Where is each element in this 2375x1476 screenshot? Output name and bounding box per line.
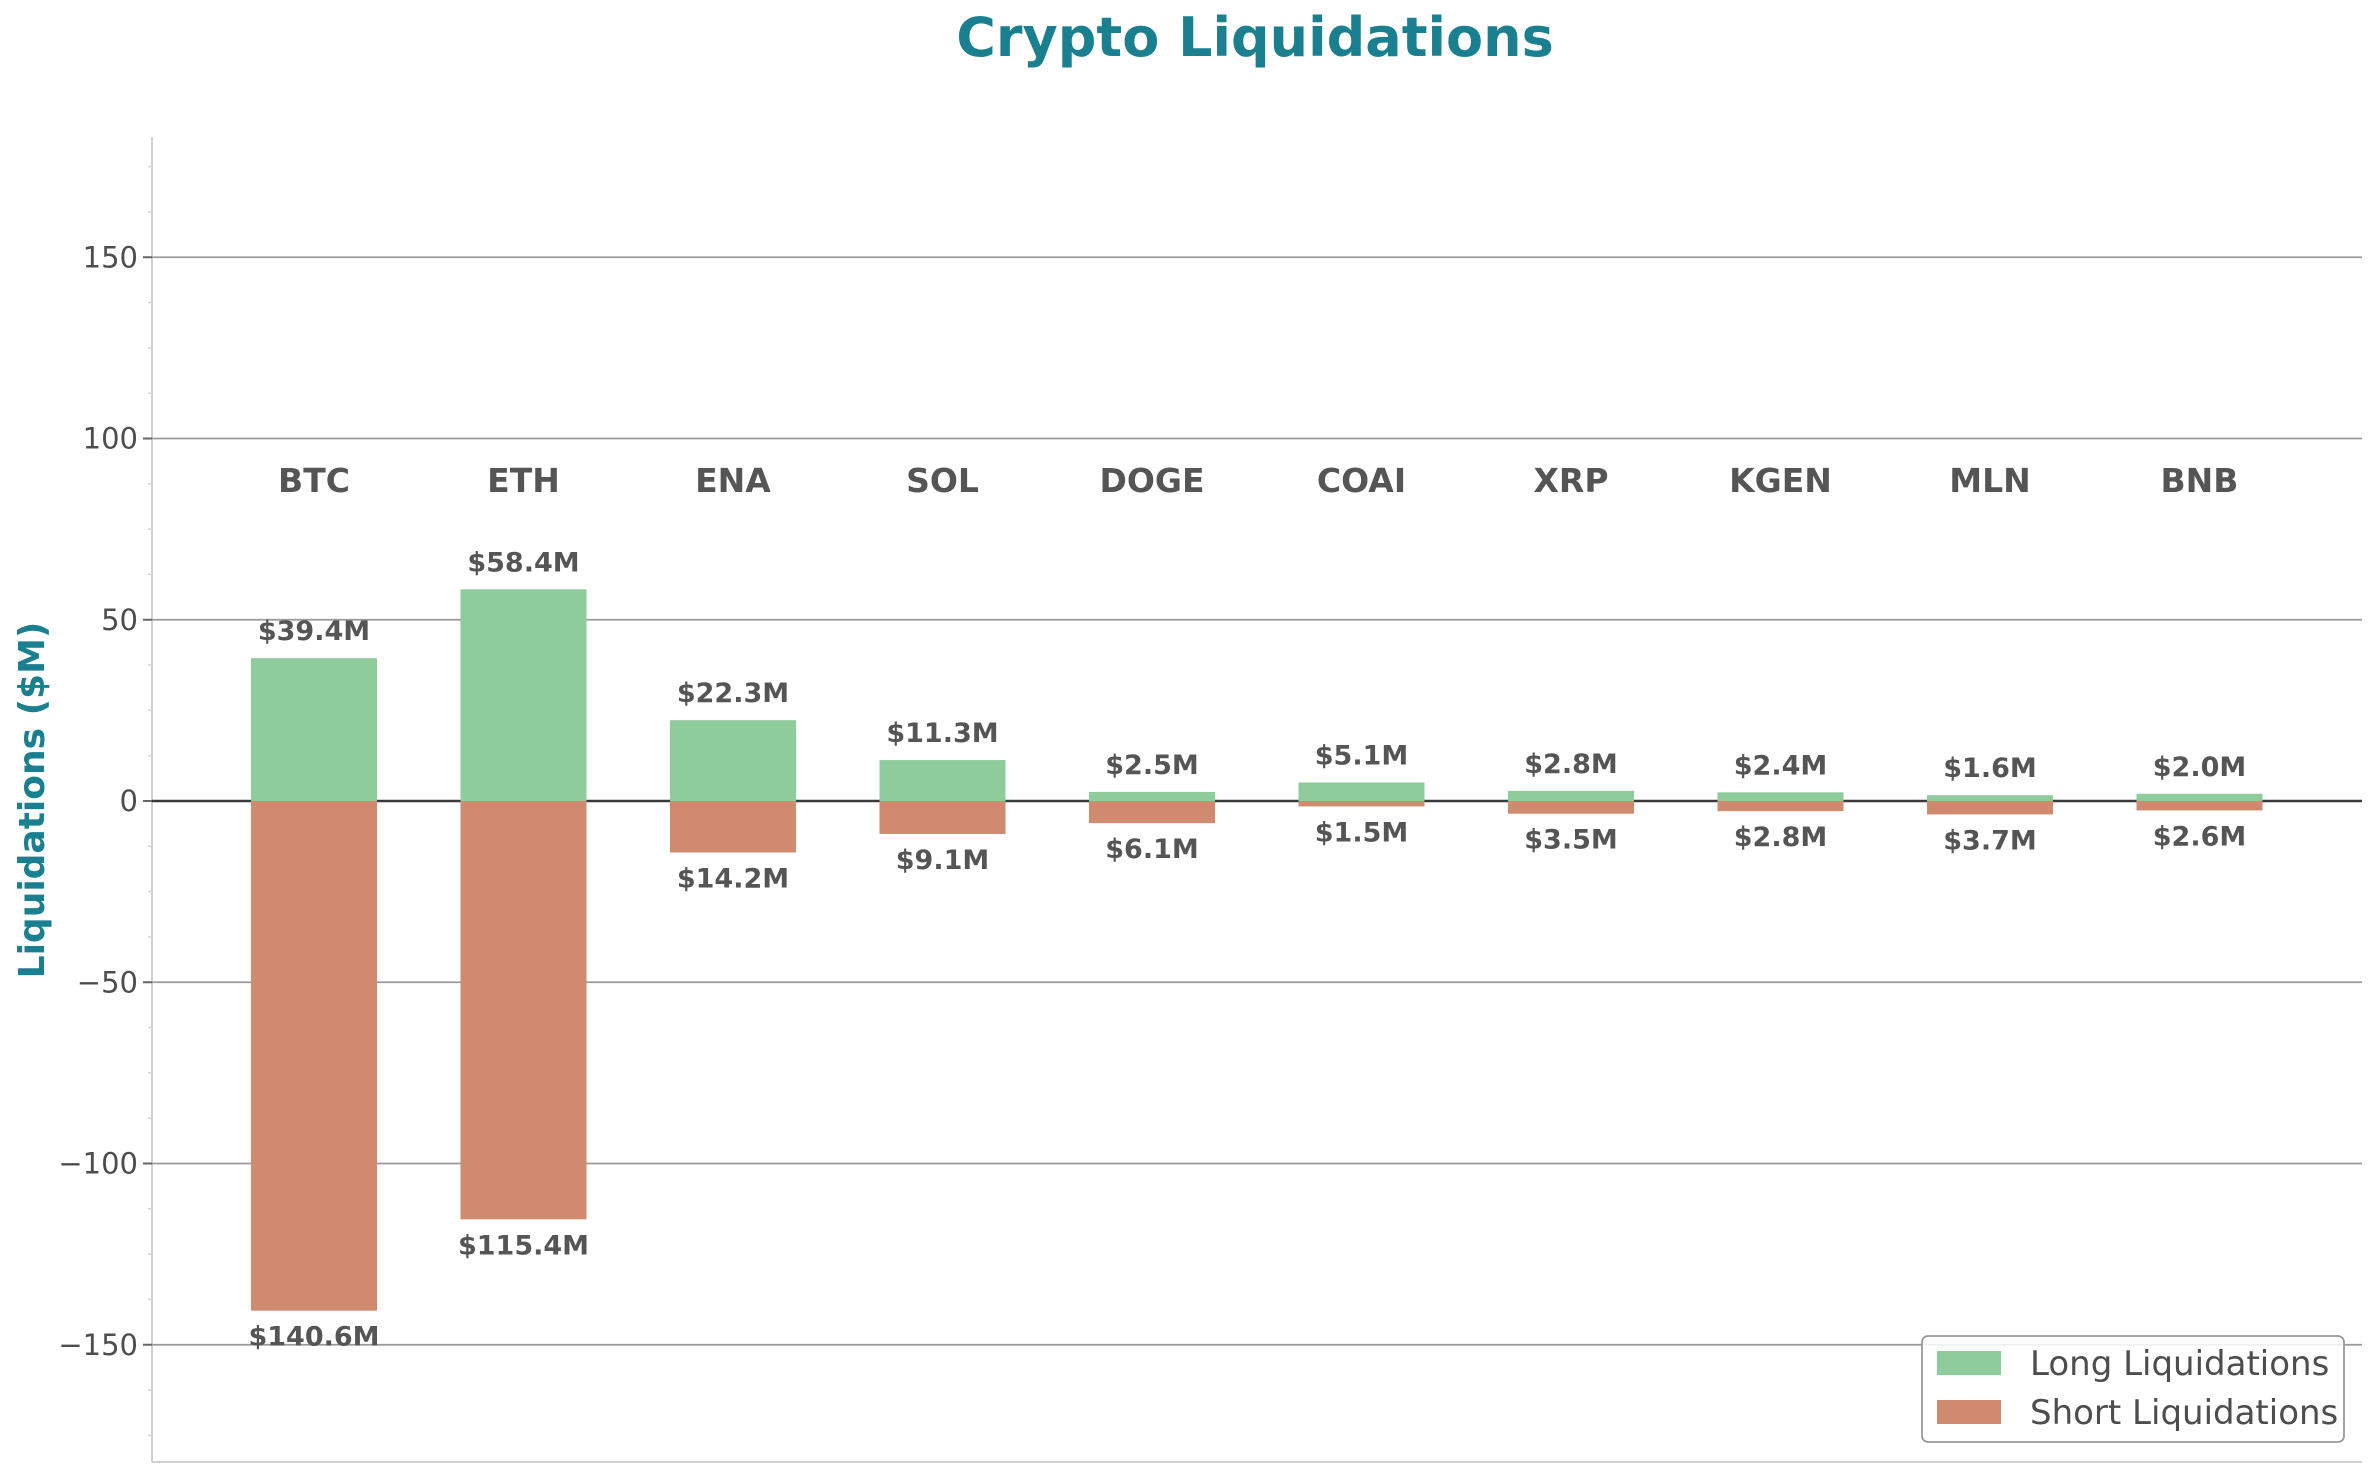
long-value-label: $39.4M [258, 616, 370, 647]
short-bar [1927, 801, 2053, 815]
long-value-label: $22.3M [677, 678, 789, 709]
y-tick-label: 0 [120, 784, 138, 818]
legend-swatch-short [1937, 1400, 2001, 1424]
y-tick-label: −100 [58, 1147, 138, 1181]
long-bar [2136, 793, 2263, 801]
category-label: KGEN [1729, 461, 1832, 500]
long-value-label: $2.8M [1524, 749, 1618, 780]
legend-label-short: Short Liquidations [2030, 1393, 2338, 1433]
long-bar [460, 589, 587, 801]
category-label: ENA [695, 461, 771, 500]
long-bar [670, 720, 796, 801]
short-bar [1717, 801, 1844, 812]
short-bar [1508, 801, 1634, 814]
y-tick-label: −50 [77, 965, 138, 999]
short-bar [879, 801, 1006, 834]
short-value-label: $2.8M [1734, 822, 1828, 853]
long-bar [1927, 795, 2053, 801]
y-tick-label: 50 [101, 603, 138, 637]
short-value-label: $6.1M [1105, 834, 1199, 865]
legend: Long Liquidations Short Liquidations [1921, 1335, 2345, 1443]
y-axis-ticks: −150 −100 −50 0 50 100 150 [58, 165, 152, 1437]
long-bar [251, 658, 377, 801]
category-label: ETH [487, 461, 560, 500]
short-value-label: $2.6M [2153, 821, 2247, 852]
long-value-label: $2.0M [2153, 752, 2247, 783]
short-value-label: $140.6M [248, 1322, 379, 1353]
category-label: SOL [906, 461, 979, 500]
long-value-label: $11.3M [886, 718, 998, 749]
y-axis-label: Liquidations ($M) [12, 622, 53, 979]
short-value-label: $115.4M [458, 1230, 589, 1261]
short-value-label: $3.7M [1943, 825, 2037, 856]
y-tick-label: 150 [83, 240, 138, 274]
long-value-label: $58.4M [467, 547, 579, 578]
short-value-label: $9.1M [896, 845, 990, 876]
long-bar [1089, 791, 1215, 801]
y-tick-label: 100 [83, 422, 138, 456]
short-bar [670, 801, 796, 853]
labels: BTC $39.4M $140.6M ETH $58.4M $115.4M ENA $22.3… [248, 461, 2246, 1353]
short-value-label: $1.5M [1315, 817, 1409, 848]
long-value-label: $1.6M [1943, 753, 2037, 784]
short-bar [2136, 801, 2263, 811]
legend-swatch-long [1937, 1351, 2001, 1375]
chart-title: Crypto Liquidations [956, 6, 1553, 69]
bars [251, 589, 2263, 1311]
y-tick-label: −150 [58, 1328, 138, 1362]
short-bar [1089, 801, 1215, 824]
long-bar [879, 760, 1006, 801]
long-bar [1508, 790, 1634, 801]
category-label: XRP [1533, 461, 1608, 500]
short-value-label: $14.2M [677, 863, 789, 894]
short-value-label: $3.5M [1524, 825, 1618, 856]
long-bar [1298, 782, 1425, 801]
category-label: DOGE [1099, 461, 1204, 500]
category-label: COAI [1317, 461, 1406, 500]
category-label: MLN [1949, 461, 2031, 500]
short-bar [460, 801, 587, 1220]
long-value-label: $2.5M [1105, 750, 1199, 781]
category-label: BTC [278, 461, 350, 500]
long-value-label: $2.4M [1734, 750, 1828, 781]
legend-box [1921, 1335, 2345, 1443]
short-bar [1298, 801, 1425, 807]
category-label: BNB [2161, 461, 2239, 500]
long-value-label: $5.1M [1315, 741, 1409, 772]
short-bar [251, 801, 377, 1311]
long-bar [1717, 792, 1844, 801]
legend-label-long: Long Liquidations [2030, 1344, 2329, 1384]
